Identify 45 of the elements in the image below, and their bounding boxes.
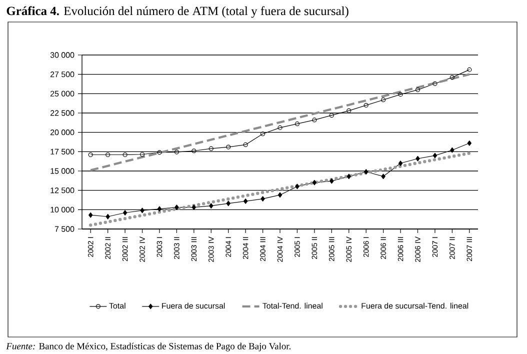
point xyxy=(312,118,317,122)
line-series xyxy=(89,152,471,227)
point xyxy=(157,206,162,212)
point xyxy=(295,184,300,190)
point xyxy=(346,108,352,113)
point xyxy=(415,88,420,92)
point xyxy=(140,152,145,157)
point xyxy=(416,156,420,162)
point xyxy=(312,180,317,186)
text: Fuente: Banco de México, Estadísticas de Sistemas de Pago de Bajo Valor. xyxy=(6,342,291,352)
point xyxy=(122,152,128,158)
point xyxy=(106,152,110,158)
point xyxy=(192,148,196,154)
point xyxy=(450,75,454,80)
point xyxy=(157,150,162,155)
point xyxy=(122,210,128,216)
point xyxy=(432,152,438,158)
point xyxy=(243,198,248,204)
point xyxy=(209,203,214,208)
point xyxy=(243,142,248,147)
point xyxy=(260,196,265,202)
point xyxy=(106,214,110,220)
point xyxy=(260,132,266,136)
point xyxy=(432,81,438,86)
point xyxy=(398,92,403,97)
point xyxy=(381,98,386,102)
point xyxy=(208,146,214,151)
point xyxy=(278,192,282,198)
point xyxy=(140,208,144,214)
chart-title: Gráfica 4. Evolución del número de ATM (total y fuera de sucursal) xyxy=(6,6,348,18)
point xyxy=(174,150,179,154)
point xyxy=(226,144,231,150)
point xyxy=(294,122,300,126)
point xyxy=(278,125,282,130)
point xyxy=(88,212,93,218)
point xyxy=(329,113,334,118)
point xyxy=(346,174,351,180)
point xyxy=(226,200,230,206)
point xyxy=(381,174,386,180)
point xyxy=(364,169,368,174)
point xyxy=(364,102,368,108)
point xyxy=(330,178,334,184)
point xyxy=(450,147,454,153)
point xyxy=(467,140,472,146)
point xyxy=(398,160,403,166)
